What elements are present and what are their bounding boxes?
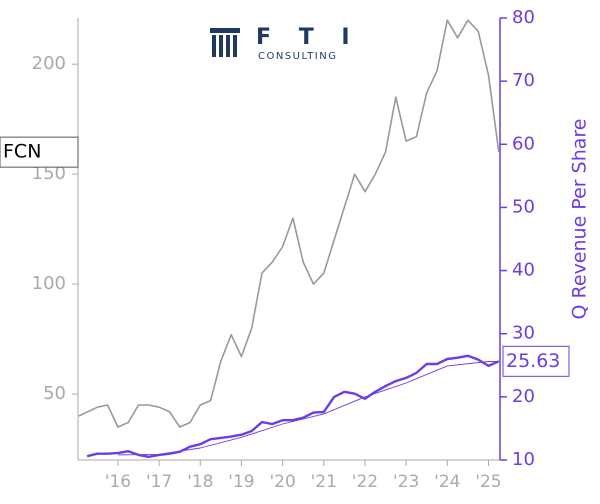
y-tick-label: 150	[32, 163, 66, 184]
y-tick-label: 50	[43, 383, 66, 404]
logo-tagline: CONSULTING	[258, 51, 337, 62]
series-line	[117, 361, 499, 456]
logo-icon	[233, 35, 237, 57]
y2-axis-label: Q Revenue Per Share	[569, 119, 591, 320]
ticker-label: FCN	[3, 141, 41, 163]
x-tick-label: '22	[352, 472, 378, 492]
x-tick-label: '19	[228, 472, 254, 492]
ticker-box	[0, 136, 79, 168]
y2-tick-label: 40	[512, 260, 535, 281]
logo-icon	[226, 35, 230, 57]
value-label: 25.63	[506, 350, 560, 372]
y2-tick-label: 20	[512, 386, 535, 407]
logo-icon	[210, 28, 240, 33]
x-tick-label: '20	[269, 472, 295, 492]
x-tick-label: '25	[475, 472, 501, 492]
value-label-box	[502, 345, 570, 377]
logo: F T I CONSULTING	[210, 25, 360, 62]
logo-icon	[219, 35, 223, 57]
y-tick-label: 100	[32, 273, 66, 294]
y2-tick-label: 60	[512, 133, 535, 154]
x-tick-label: '18	[187, 472, 213, 492]
y-tick-label: 200	[32, 53, 66, 74]
y2-tick-label: 70	[512, 70, 535, 91]
logo-name: F T I	[256, 25, 360, 50]
x-tick-label: '17	[146, 472, 172, 492]
series-line	[78, 19, 500, 428]
y2-tick-label: 10	[512, 449, 535, 470]
series-line	[86, 354, 500, 458]
y2-tick-label: 30	[512, 323, 535, 344]
logo-icon	[212, 35, 216, 57]
x-tick-label: '21	[311, 472, 337, 492]
x-tick-label: '16	[105, 472, 131, 492]
x-tick-label: '23	[393, 472, 419, 492]
y2-tick-label: 80	[512, 7, 535, 28]
x-tick-label: '24	[434, 472, 460, 492]
y2-tick-label: 50	[512, 196, 535, 217]
